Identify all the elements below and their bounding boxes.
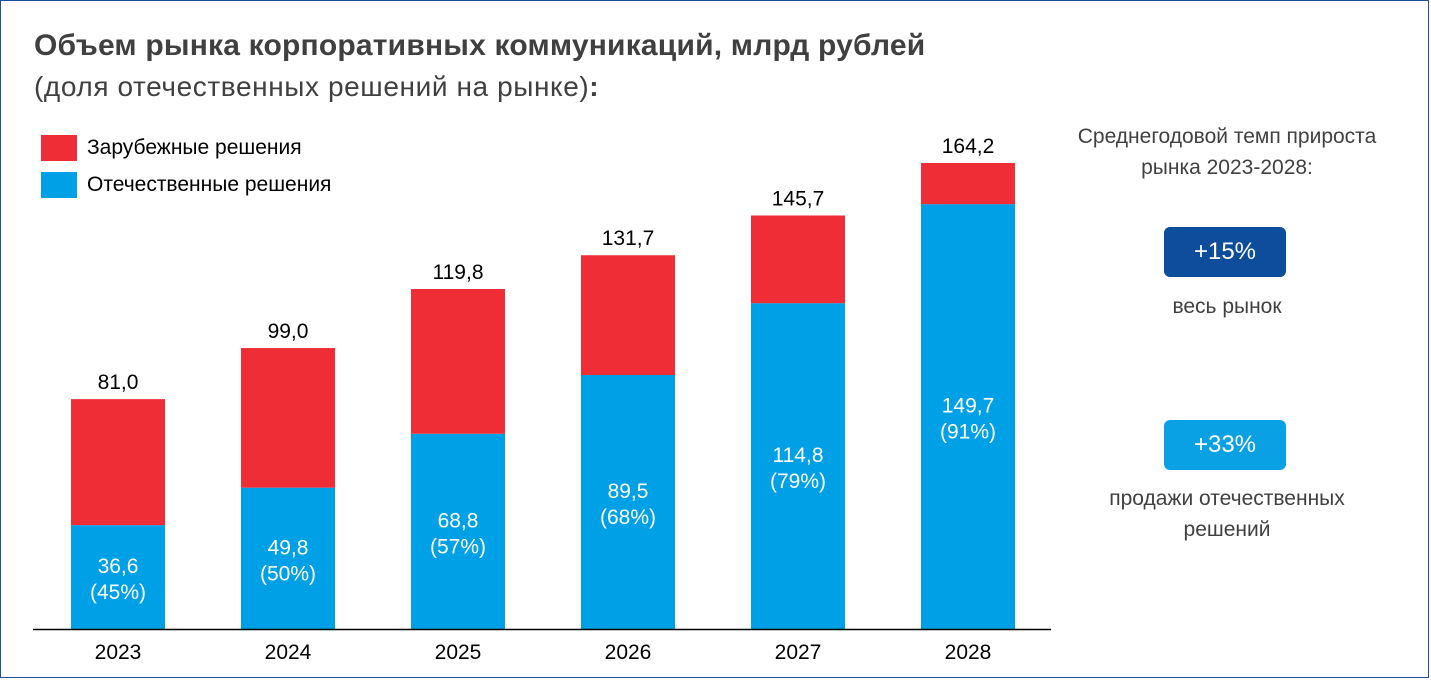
domestic-value-label-2028: 149,7 (942, 395, 995, 418)
market-growth-badge: +15% (1164, 227, 1286, 277)
domestic-value-label-2026: 89,5 (608, 480, 649, 503)
domestic-growth-badge: +33% (1164, 420, 1286, 470)
bar-domestic-2025 (411, 433, 505, 629)
bar-foreign-2025 (411, 289, 505, 434)
domestic-value-label-2025: 68,8 (438, 509, 479, 532)
domestic-share-label-2027: (79%) (770, 470, 826, 493)
x-tick-label-2028: 2028 (945, 641, 992, 664)
domestic-share-label-2025: (57%) (430, 535, 486, 558)
domestic-share-label-2026: (68%) (600, 506, 656, 529)
total-label-2027: 145,7 (772, 188, 825, 211)
legend-item-domestic: Отечественные решения (41, 172, 331, 198)
x-tick-label-2027: 2027 (775, 641, 822, 664)
domestic-growth-caption: продажи отечественных решений (1047, 483, 1407, 545)
market-growth-caption: весь рынок (1172, 295, 1282, 318)
x-tick-label-2025: 2025 (435, 641, 482, 664)
legend-item-foreign: Зарубежные решения (41, 135, 331, 161)
stacked-bar-chart: 81,0 36,6 (45%) 2023 99,0 49,8 (50%) 2024 119,8 6… (33, 135, 1051, 664)
x-tick-label-2023: 2023 (95, 641, 142, 664)
domestic-share-label-2024: (50%) (260, 562, 316, 585)
subtitle-text: (доля отечественных решений на рынке) (34, 71, 590, 102)
domestic-value-label-2024: 49,8 (268, 536, 309, 559)
chart-subtitle: (доля отечественных решений на рынке): (34, 71, 599, 103)
domestic-value-label-2023: 36,6 (98, 555, 139, 578)
x-tick-label-2024: 2024 (265, 641, 312, 664)
chart-title: Объем рынка корпоративных коммуникаций, … (34, 29, 926, 62)
subtitle-colon: : (589, 71, 600, 102)
bar-domestic-2027 (751, 303, 845, 629)
bar-foreign-2024 (241, 348, 335, 488)
x-tick-label-2026: 2026 (605, 641, 652, 664)
legend-swatch-foreign (41, 135, 77, 161)
bar-foreign-2027 (751, 215, 845, 304)
domestic-caption-line2: решений (1183, 518, 1271, 541)
domestic-share-label-2028: (91%) (940, 421, 996, 444)
total-label-2025: 119,8 (433, 261, 484, 284)
legend-label-domestic: Отечественные решения (87, 173, 332, 196)
bar-domestic-2026 (581, 374, 675, 629)
total-label-2026: 131,7 (602, 227, 655, 250)
bar-domestic-2023 (71, 525, 165, 629)
bar-foreign-2028 (921, 163, 1015, 205)
bar-foreign-2026 (581, 255, 675, 375)
domestic-share-label-2023: (45%) (90, 581, 146, 604)
domestic-caption-line1: продажи отечественных (1109, 487, 1345, 510)
legend-swatch-domestic (41, 172, 77, 198)
total-label-2028: 164,2 (942, 135, 995, 158)
total-label-2024: 99,0 (268, 320, 309, 343)
total-label-2023: 81,0 (98, 371, 139, 394)
legend: Зарубежные решения Отечественные решения (41, 135, 331, 209)
bar-domestic-2024 (241, 487, 335, 629)
legend-label-foreign: Зарубежные решения (87, 136, 302, 159)
bar-foreign-2023 (71, 399, 165, 526)
growth-panel-title: Среднегодовой темп прироста рынка 2023-2… (1077, 125, 1377, 179)
bar-domestic-2028 (921, 204, 1015, 629)
domestic-value-label-2027: 114,8 (773, 444, 824, 467)
